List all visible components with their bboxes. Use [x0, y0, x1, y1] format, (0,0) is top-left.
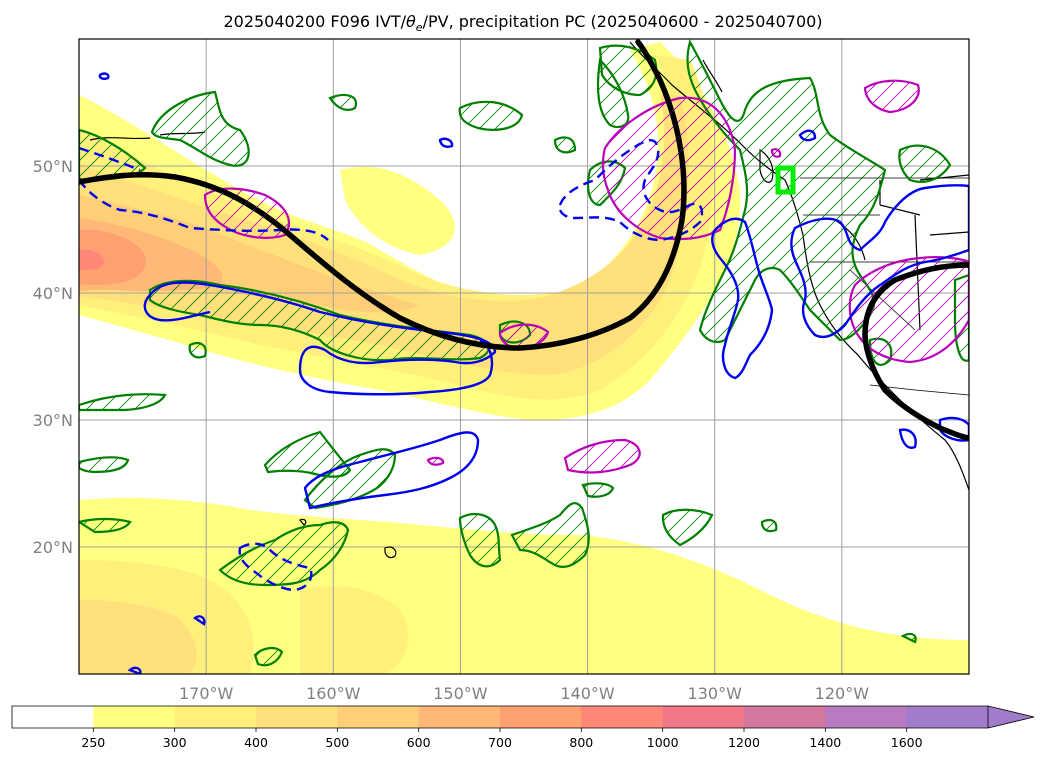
colorbar: 250 300 400 500 600 700 800 1000 1200 1400 1600: [11, 705, 1035, 750]
lat-tick-label: 40°N: [33, 284, 73, 303]
title-theta: θ: [406, 12, 416, 31]
colorbar-tick-label: 600: [407, 735, 431, 750]
colorbar-tick-label: 1600: [891, 735, 923, 750]
pv-blue-dashed-contours: [79, 139, 704, 592]
colorbar-tick-label: 300: [163, 735, 187, 750]
map-frame: [78, 38, 970, 675]
precip-magenta-regions: [203, 79, 969, 474]
colorbar-segment: [662, 706, 745, 728]
title-suffix: /PV, precipitation PC (2025040600 - 2025…: [423, 12, 823, 31]
chart-title: 2025040200 F096 IVT/θe/PV, precipitation…: [223, 12, 822, 34]
colorbar-extend-arrow: [987, 705, 1035, 729]
lon-tick-label: 160°W: [306, 684, 361, 703]
colorbar-segment: [93, 706, 176, 728]
colorbar-segment: [906, 706, 989, 728]
colorbar-segment: [500, 706, 582, 728]
lon-tick-label: 130°W: [688, 684, 743, 703]
colorbar-tick-label: 1000: [647, 735, 679, 750]
lon-tick-label: 170°W: [179, 684, 234, 703]
target-box: [775, 165, 796, 195]
colorbar-segment: [744, 706, 826, 728]
colorbar-segment: [337, 706, 420, 728]
title-prefix: 2025040200 F096 IVT/: [223, 12, 406, 31]
colorbar-segment: [418, 706, 501, 728]
colorbar-segment: [581, 706, 664, 728]
pv-blue-contours: [98, 72, 969, 674]
lon-tick-label: 150°W: [433, 684, 488, 703]
lon-tick-label: 120°W: [815, 684, 870, 703]
colorbar-tick-label: 250: [81, 735, 105, 750]
colorbar-tick-label: 500: [325, 735, 349, 750]
lat-tick-label: 20°N: [33, 538, 73, 557]
lat-tick-labels: 50°N 40°N 30°N 20°N: [33, 157, 73, 557]
lon-tick-label: 140°W: [560, 684, 615, 703]
theta-e-contours: [79, 39, 969, 441]
colorbar-tick-label: 800: [569, 735, 593, 750]
colorbar-tick-label: 400: [244, 735, 268, 750]
lat-tick-label: 50°N: [33, 157, 73, 176]
colorbar-segment: [825, 706, 908, 728]
ivt-band-800: [79, 249, 105, 270]
map-panel: [79, 39, 969, 674]
colorbar-segment: [174, 706, 257, 728]
colorbar-tick-label: 1400: [809, 735, 841, 750]
lat-tick-label: 30°N: [33, 411, 73, 430]
ivt-band-700: [79, 229, 146, 285]
lon-tick-labels: 170°W 160°W 150°W 140°W 130°W 120°W: [179, 684, 869, 703]
colorbar-segment: [12, 706, 94, 728]
colorbar-tick-label: 1200: [728, 735, 760, 750]
colorbar-tick-label: 700: [488, 735, 512, 750]
colorbar-segment: [256, 706, 338, 728]
title-theta-sub: e: [416, 21, 423, 34]
